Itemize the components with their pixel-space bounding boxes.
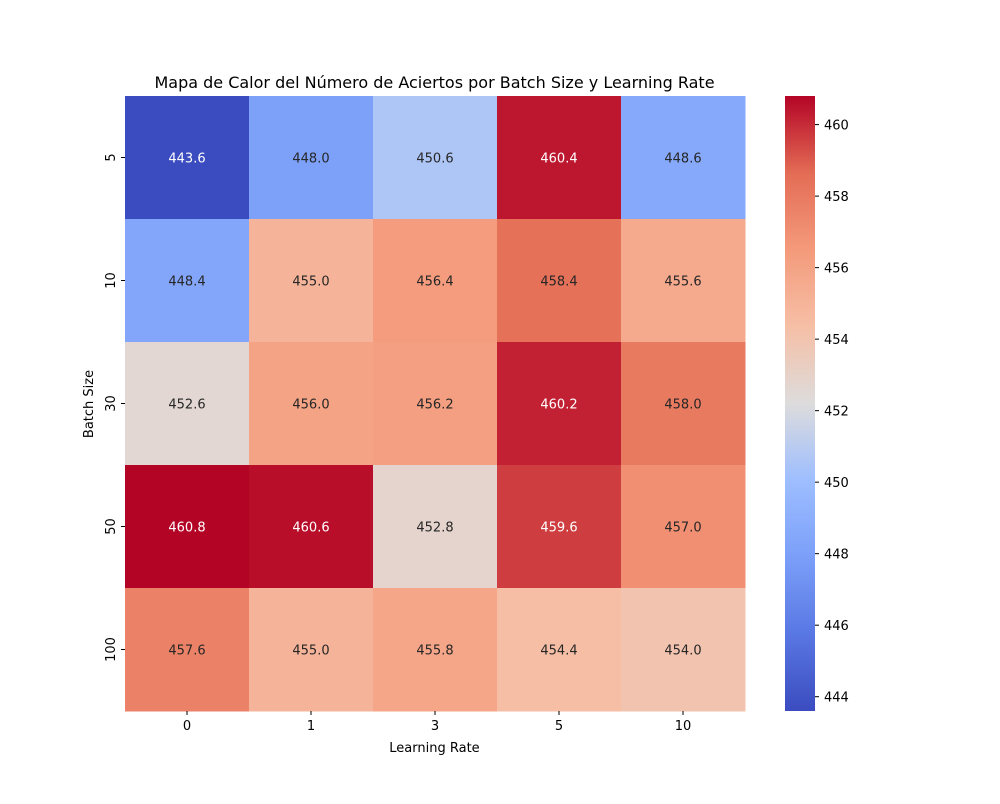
cell-annotations: 443.6 448.0 450.6 460.4 448.6 448.4 455.0 456.4… xyxy=(168,152,701,659)
cell-value-label: 457.0 xyxy=(664,521,701,536)
y-tick-label: 50 xyxy=(104,518,119,535)
heatmap-cell xyxy=(125,588,250,712)
x-tick-label: 1 xyxy=(307,719,315,734)
cell-value-label: 454.4 xyxy=(540,644,577,659)
cell-value-label: 458.4 xyxy=(540,275,577,290)
heatmap-cell xyxy=(497,219,622,343)
x-tick-label: 10 xyxy=(675,719,692,734)
cell-value-label: 456.4 xyxy=(416,275,453,290)
x-axis-ticks: 0 1 3 5 10 xyxy=(183,711,691,734)
x-tick-label: 5 xyxy=(555,719,563,734)
heatmap-cell xyxy=(497,465,622,589)
heatmap-cell xyxy=(373,588,498,712)
cell-value-label: 450.6 xyxy=(416,152,453,167)
heatmap-cell xyxy=(373,219,498,343)
heatmap-cell xyxy=(249,342,374,466)
colorbar-tick-label: 458 xyxy=(824,190,849,205)
cell-value-label: 455.6 xyxy=(664,275,701,290)
cell-value-label: 454.0 xyxy=(664,644,701,659)
heatmap-cell xyxy=(373,465,498,589)
y-tick-label: 100 xyxy=(104,637,119,662)
cell-value-label: 460.6 xyxy=(292,521,329,536)
x-tick-label: 0 xyxy=(183,719,191,734)
cell-value-label: 460.2 xyxy=(540,398,577,413)
cell-value-label: 448.4 xyxy=(168,275,205,290)
colorbar-tick-label: 452 xyxy=(824,405,849,420)
heatmap-cell xyxy=(249,588,374,712)
cell-value-label: 455.0 xyxy=(292,644,329,659)
y-tick-label: 30 xyxy=(104,395,119,412)
colorbar-tick-label: 446 xyxy=(824,619,849,634)
cell-value-label: 456.2 xyxy=(416,398,453,413)
colorbar xyxy=(785,96,815,711)
heatmap-cell xyxy=(621,465,746,589)
cell-value-label: 460.4 xyxy=(540,152,577,167)
heatmap-cell xyxy=(373,342,498,466)
heatmap-cell xyxy=(249,96,374,220)
colorbar-tick-label: 444 xyxy=(824,691,849,706)
heatmap-cell xyxy=(125,96,250,220)
heatmap-cells xyxy=(125,96,746,712)
cell-value-label: 443.6 xyxy=(168,152,205,167)
heatmap-cell xyxy=(125,219,250,343)
cell-value-label: 448.0 xyxy=(292,152,329,167)
heatmap-cell xyxy=(373,96,498,220)
heatmap-cell xyxy=(621,342,746,466)
y-tick-label: 5 xyxy=(104,153,119,161)
heatmap-cell xyxy=(497,342,622,466)
x-tick-label: 3 xyxy=(431,719,439,734)
cell-value-label: 456.0 xyxy=(292,398,329,413)
colorbar-tick-label: 460 xyxy=(824,119,849,134)
cell-value-label: 458.0 xyxy=(664,398,701,413)
cell-value-label: 448.6 xyxy=(664,152,701,167)
colorbar-tick-label: 454 xyxy=(824,333,849,348)
colorbar-tick-label: 448 xyxy=(824,548,849,563)
heatmap-cell xyxy=(249,219,374,343)
colorbar-tick-label: 456 xyxy=(824,262,849,277)
colorbar-ticks: 444 446 448 450 452 454 456 458 460 xyxy=(815,119,849,706)
x-axis-label: Learning Rate xyxy=(389,741,479,756)
heatmap-cell xyxy=(621,96,746,220)
heatmap-cell xyxy=(497,96,622,220)
cell-value-label: 459.6 xyxy=(540,521,577,536)
cell-value-label: 457.6 xyxy=(168,644,205,659)
cell-value-label: 460.8 xyxy=(168,521,205,536)
y-tick-label: 10 xyxy=(104,272,119,289)
cell-value-label: 455.0 xyxy=(292,275,329,290)
y-axis-ticks: 5 10 30 50 100 xyxy=(104,153,125,662)
y-axis-label: Batch Size xyxy=(82,370,97,438)
heatmap-cell xyxy=(621,588,746,712)
heatmap-cell xyxy=(125,465,250,589)
heatmap-cell xyxy=(497,588,622,712)
cell-value-label: 452.6 xyxy=(168,398,205,413)
colorbar-tick-label: 450 xyxy=(824,476,849,491)
cell-value-label: 455.8 xyxy=(416,644,453,659)
heatmap-cell xyxy=(125,342,250,466)
heatmap-cell xyxy=(621,219,746,343)
cell-value-label: 452.8 xyxy=(416,521,453,536)
chart-title: Mapa de Calor del Número de Aciertos por… xyxy=(154,73,714,92)
heatmap-cell xyxy=(249,465,374,589)
